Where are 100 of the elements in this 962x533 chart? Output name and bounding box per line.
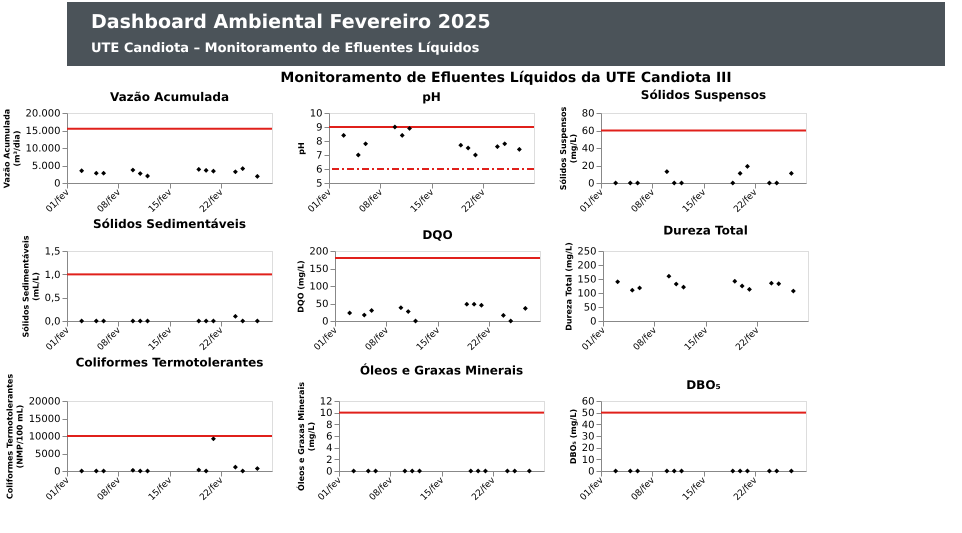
y-tick-label: 30 [582, 432, 594, 442]
y-tick-label: 20.000 [26, 108, 60, 120]
y-tick-label: 50 [316, 299, 328, 310]
point [630, 288, 635, 293]
chart-title: Dureza Total [663, 224, 748, 238]
y-tick-label: 250 [577, 246, 596, 258]
y-tick-label: 60 [582, 396, 594, 408]
point [398, 305, 404, 310]
y-tick-label: 0,5 [44, 293, 60, 304]
point [769, 280, 774, 286]
y-tick-label: 200 [309, 246, 328, 258]
point [145, 174, 150, 178]
y-tick-label: 2 [326, 454, 332, 466]
point [479, 302, 484, 308]
y-tick-label: 10000 [28, 432, 60, 442]
y-tick-label: 12 [320, 396, 332, 408]
point [138, 468, 143, 474]
point [407, 126, 412, 131]
text: UTE Candiota – Monitoramento de Efluentes Líquidos [91, 41, 480, 56]
y-tick-label: 100 [309, 282, 328, 292]
point [501, 313, 506, 318]
point [196, 468, 202, 472]
point [774, 180, 780, 186]
point [791, 288, 796, 294]
point [138, 171, 143, 176]
y-tick-label: 5000 [35, 449, 60, 460]
chart-title: Óleos e Graxas Minerais [360, 362, 524, 378]
chart-title: DBO₅ [686, 378, 721, 392]
point [464, 302, 470, 307]
point [211, 436, 216, 442]
y-tick-label: 0 [326, 466, 332, 478]
y-axis-title: DQO (mg/L) [296, 260, 306, 313]
point [211, 168, 216, 174]
point [472, 302, 476, 307]
y-tick-label: 200 [577, 260, 596, 272]
y-tick-label: 9 [316, 122, 322, 134]
point [79, 168, 84, 174]
y-tick-label: 10.000 [26, 144, 60, 154]
point [747, 287, 752, 292]
y-tick-label: 50 [584, 302, 596, 314]
y-tick-label: 0 [588, 466, 594, 478]
point [79, 468, 84, 474]
y-tick-label: 40 [582, 144, 594, 154]
y-tick-label: 50 [582, 408, 594, 420]
point [666, 274, 672, 279]
y-tick-label: 150 [309, 264, 328, 275]
point [745, 164, 750, 169]
y-tick-label: 1,0 [44, 270, 60, 281]
point [130, 468, 136, 473]
point [628, 180, 633, 186]
y-tick-label: 0 [588, 178, 594, 190]
point [255, 466, 260, 471]
point [635, 180, 640, 186]
point [523, 306, 528, 311]
point [672, 180, 677, 186]
y-tick-label: 80 [582, 108, 594, 120]
y-tick-label: 150 [577, 274, 596, 286]
y-tick-label: 60 [582, 126, 594, 137]
y-tick-label: 15000 [28, 414, 60, 425]
point [341, 133, 346, 138]
chart-title: Coliformes Termotolerantes [76, 355, 264, 370]
point [347, 310, 352, 316]
point [730, 180, 736, 186]
point [356, 152, 361, 158]
point [94, 468, 99, 474]
point [369, 308, 374, 313]
point [615, 279, 620, 284]
y-tick-label: 6 [316, 164, 322, 176]
y-tick-label: 8 [316, 136, 322, 148]
point [738, 171, 742, 176]
y-tick-label: 1,5 [44, 246, 60, 258]
point [392, 124, 398, 130]
point [101, 170, 106, 176]
y-tick-label: 10 [582, 454, 594, 466]
y-tick-label: 8 [326, 420, 332, 431]
y-tick-label: 0 [54, 178, 60, 190]
point [664, 169, 670, 174]
point [732, 278, 738, 284]
point [681, 284, 686, 290]
point [508, 318, 514, 324]
y-tick-label: 6 [326, 432, 332, 442]
point [400, 133, 405, 138]
point [473, 152, 478, 158]
point [196, 167, 202, 172]
y-tick-label: 100 [577, 288, 596, 300]
point [466, 146, 470, 150]
y-tick-label: 20 [582, 161, 594, 172]
y-tick-label: 0 [322, 316, 328, 328]
point [362, 312, 367, 318]
point [204, 468, 208, 474]
y-axis-title: Sólidos Sedimentáveis (mL/L) [22, 235, 41, 338]
y-axis-title: pH [296, 142, 306, 155]
point [233, 464, 238, 470]
y-tick-label: 20 [582, 443, 594, 454]
y-tick-label: 10 [310, 108, 322, 120]
y-axis-title: Sólidos Suspensos (mg/L) [558, 106, 578, 190]
point [502, 141, 508, 146]
y-tick-label: 5.000 [32, 161, 60, 172]
y-axis-title: DBO₅ (mg/L) [568, 408, 578, 464]
y-axis-title: Vazão Acumulada (m³/dia) [2, 108, 22, 188]
